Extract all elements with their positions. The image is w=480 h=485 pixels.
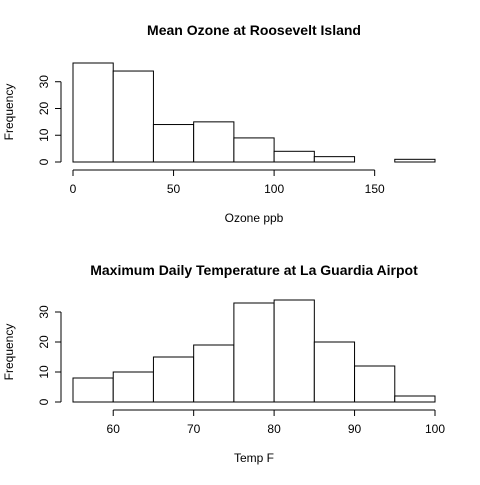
x-tick-label: 100 <box>425 422 445 436</box>
y-tick-label: 20 <box>37 335 51 349</box>
bar <box>73 378 113 402</box>
x-tick-label: 100 <box>264 182 284 196</box>
x-tick-label: 60 <box>107 422 121 436</box>
y-tick-label: 20 <box>37 101 51 115</box>
y-axis: 0 10 20 30 <box>37 305 61 405</box>
bar <box>113 372 153 402</box>
bar <box>395 159 435 162</box>
bar <box>314 157 354 162</box>
bar <box>73 63 113 162</box>
bar <box>234 303 274 402</box>
bar <box>314 342 354 402</box>
y-axis-label: Frequency <box>2 324 16 381</box>
bar <box>194 122 234 162</box>
x-axis: 0 50 100 150 <box>70 170 385 196</box>
bar <box>234 138 274 162</box>
x-tick-label: 90 <box>348 422 362 436</box>
y-tick-label: 30 <box>37 75 51 89</box>
y-tick-label: 10 <box>37 128 51 142</box>
x-tick-label: 50 <box>167 182 181 196</box>
y-axis: 0 10 20 30 <box>37 75 61 166</box>
chart-title: Mean Ozone at Roosevelt Island <box>147 22 361 38</box>
y-tick-label: 10 <box>37 365 51 379</box>
x-tick-label: 150 <box>365 182 385 196</box>
x-axis-label: Ozone ppb <box>225 211 284 225</box>
temperature-histogram-panel: Maximum Daily Temperature at La Guardia … <box>2 262 445 465</box>
bar <box>153 357 193 402</box>
bar <box>194 345 234 402</box>
bars <box>73 300 435 402</box>
bar <box>274 151 314 162</box>
chart-title: Maximum Daily Temperature at La Guardia … <box>90 262 418 278</box>
y-tick-label: 30 <box>37 305 51 319</box>
x-tick-label: 80 <box>267 422 281 436</box>
ozone-histogram-panel: Mean Ozone at Roosevelt Island Ozone ppb… <box>2 22 435 225</box>
bar <box>274 300 314 402</box>
bars <box>73 63 435 162</box>
x-axis: 60 70 80 90 100 <box>107 410 446 436</box>
bar <box>113 71 153 162</box>
y-axis-label: Frequency <box>2 84 16 141</box>
x-axis-label: Temp F <box>234 451 274 465</box>
y-tick-label: 0 <box>37 398 51 405</box>
bar <box>395 396 435 402</box>
x-tick-label: 0 <box>70 182 77 196</box>
y-tick-label: 0 <box>37 158 51 165</box>
x-tick-label: 70 <box>187 422 201 436</box>
bar <box>355 366 395 402</box>
bar <box>153 125 193 162</box>
